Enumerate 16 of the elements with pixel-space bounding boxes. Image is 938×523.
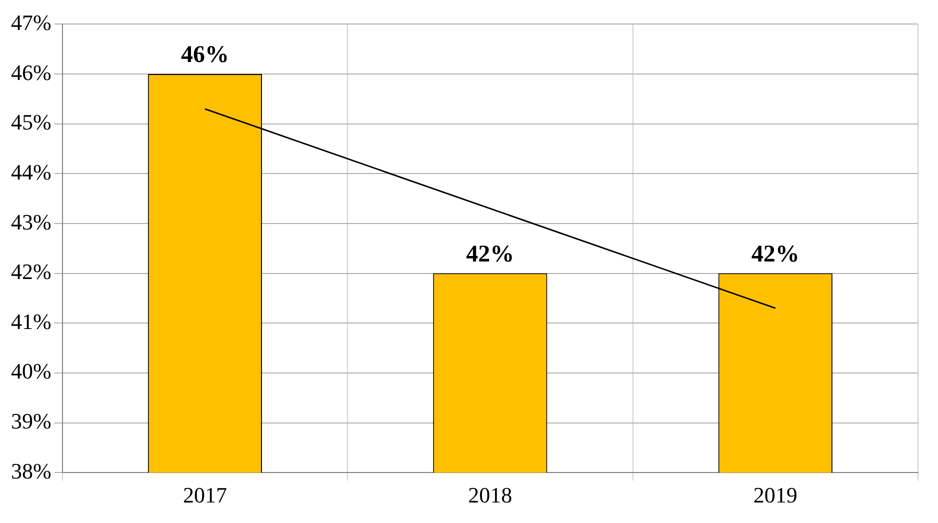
y-tick-label: 43% — [11, 209, 52, 234]
x-tick-label: 2018 — [468, 482, 512, 508]
y-tick-label: 44% — [11, 159, 52, 184]
y-tick-label: 41% — [11, 308, 52, 334]
y-tick-label: 40% — [11, 358, 52, 384]
y-tick-label: 46% — [11, 60, 52, 85]
y-tick-label: 38% — [11, 458, 52, 484]
y-tick-label: 45% — [11, 110, 52, 135]
y-tick-label: 47% — [11, 10, 52, 35]
data-label: 42% — [466, 242, 514, 268]
x-tick-label: 2017 — [182, 482, 227, 508]
y-tick-label: 42% — [11, 259, 52, 284]
data-label: 42% — [751, 242, 800, 268]
y-tick-label: 39% — [11, 408, 52, 434]
data-label: 46% — [180, 42, 229, 68]
x-tick-label: 2019 — [753, 482, 798, 508]
